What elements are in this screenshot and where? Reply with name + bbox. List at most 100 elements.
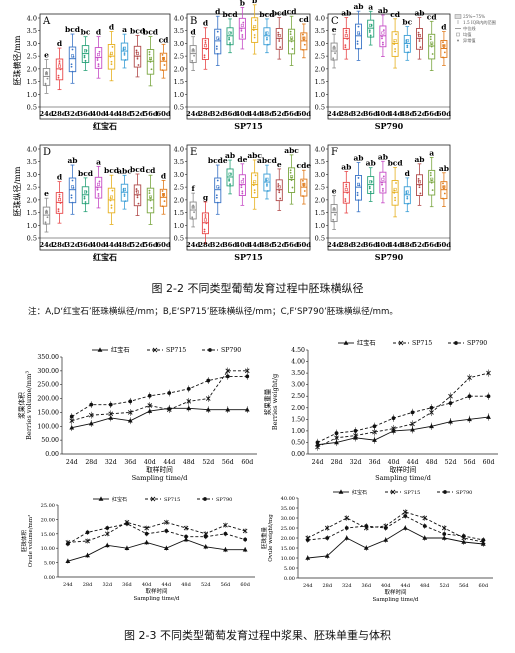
box-mean [216, 36, 220, 40]
x-tick-label: 28d [83, 582, 93, 588]
box-point [135, 190, 138, 193]
box-point [418, 186, 421, 189]
category-label: 24d [39, 110, 53, 118]
significance-letter: bcd [143, 28, 159, 37]
box-mean [216, 185, 220, 189]
series-marker [391, 426, 396, 431]
series-marker [65, 558, 71, 563]
box-point [72, 55, 75, 58]
box-point [109, 55, 112, 58]
series-line [67, 521, 246, 543]
box-point [333, 208, 335, 211]
significance-letter: cde [297, 161, 312, 170]
box-point [334, 52, 336, 55]
category-label: 32d [65, 110, 79, 118]
series-marker [334, 439, 339, 445]
legend-label: SP790 [467, 340, 487, 347]
box-point [46, 77, 49, 80]
series-marker [410, 421, 415, 427]
category-label: 28d [198, 241, 212, 249]
box-point [205, 48, 208, 50]
series-marker [104, 542, 110, 548]
box-point [302, 184, 305, 187]
x-tick-label: 36d [122, 582, 132, 588]
category-label: 36d [364, 241, 378, 249]
series-marker [448, 419, 453, 424]
y-tick-label: 2.5 [315, 184, 325, 192]
series-marker [402, 509, 408, 515]
y-tick-label: 4.0 [174, 146, 184, 154]
legend-label: SP715 [404, 490, 420, 496]
legend-label: 均值 [463, 31, 471, 38]
series-marker [186, 399, 192, 404]
y-tick-label: 4.0 [27, 146, 37, 154]
y-tick-label: 150.00 [37, 409, 59, 416]
box-mean [203, 44, 207, 48]
box-point [110, 206, 113, 209]
y-tick-label: 3.50 [291, 370, 305, 377]
series-marker [108, 411, 114, 417]
box-point [97, 195, 100, 197]
y-tick-label: 3.0 [27, 171, 37, 179]
y-tick-label: 3.5 [27, 27, 37, 35]
box-point [162, 193, 165, 196]
box-point [290, 40, 293, 43]
y-tick-label: 3.0 [174, 171, 184, 179]
x-axis-label-cn: 取样时间 [146, 465, 173, 474]
y-tick-label: 3.5 [27, 158, 37, 166]
box-point [344, 44, 347, 47]
y-tick-label: 0.00 [291, 451, 305, 458]
box-point [418, 37, 421, 40]
series-marker [147, 403, 153, 408]
series-marker [467, 416, 472, 422]
legend-label: SP790 [456, 490, 472, 496]
box-point [443, 44, 445, 47]
box-point [162, 59, 165, 61]
box-point [406, 44, 409, 47]
box-mean [253, 180, 257, 184]
series-marker [85, 538, 90, 544]
y-tick-label: 3.0 [315, 40, 325, 48]
significance-letter: d [57, 39, 63, 48]
box-point [228, 38, 231, 41]
box-point [162, 57, 165, 60]
box-point [290, 176, 293, 179]
box-point [124, 200, 127, 203]
series-marker [324, 553, 330, 558]
series-marker [152, 347, 158, 353]
box-iqr [342, 181, 350, 204]
series-marker [69, 418, 75, 424]
box-point [136, 194, 139, 197]
box-point [302, 183, 305, 186]
significance-letter: cd [299, 15, 310, 24]
category-label: 56d [143, 241, 157, 249]
box-point [395, 182, 397, 184]
category-label: 32d [211, 110, 225, 118]
significance-letter: d [441, 23, 447, 32]
legend-label: SP790 [216, 497, 232, 503]
x-tick-label: 48d [426, 459, 438, 466]
box-point [150, 68, 153, 71]
box-point [266, 184, 268, 187]
y-tick-label: 0.5 [315, 235, 325, 243]
box-point [369, 34, 372, 37]
series-marker [467, 394, 472, 399]
box-point [394, 50, 396, 53]
significance-letter: cd [427, 12, 438, 21]
y-tick-label: 4.00 [291, 359, 305, 366]
series-marker [242, 528, 248, 534]
box-point [356, 194, 359, 197]
box-point [192, 206, 195, 208]
box-iqr [201, 38, 209, 60]
series-marker [206, 378, 211, 383]
box-point [430, 45, 433, 48]
box-point [46, 216, 49, 219]
category-label: 48d [400, 110, 414, 118]
category-label: 28d [52, 241, 66, 249]
series-line [317, 372, 489, 448]
box-point [240, 29, 243, 32]
panel-letter: B [190, 16, 197, 27]
y-tick-label: 250.00 [37, 382, 59, 389]
series-marker [127, 410, 133, 415]
box-point [136, 57, 139, 60]
